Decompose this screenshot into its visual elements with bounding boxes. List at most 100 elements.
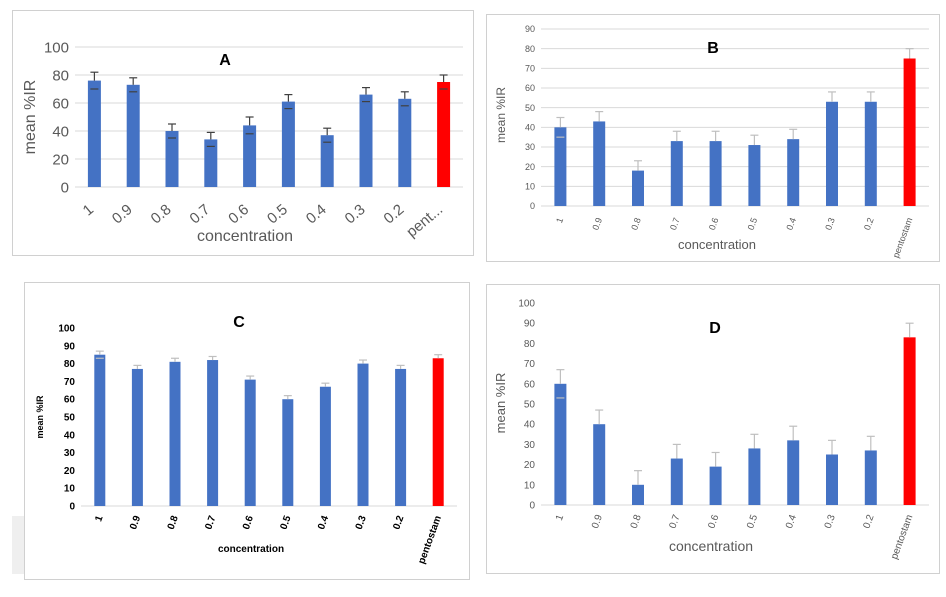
chart-b-svg: 0 10 20 30 40 50 60 70 80 90 1 0.9 0.8 0.7 0.6 0.5 0.4 0.… [494, 24, 929, 259]
chart-c-svg: 0 10 20 30 40 50 60 70 80 90 100 1 0.9 0.8 0.7 0.6 0.5 0.… [35, 314, 457, 566]
chart-a-bar [204, 139, 218, 187]
chart-c-category-label: 0.3 [354, 514, 369, 531]
chart-c-ylabel: mean %IR [35, 395, 45, 439]
chart-d-ytick-label: 30 [524, 440, 536, 451]
chart-panel-d: 0 10 20 30 40 50 60 70 80 90 100 1 0.9 0.8 0.7 0.6 0.5 0.… [486, 284, 940, 574]
chart-b-category-label: 0.2 [862, 216, 876, 231]
chart-d-ytick-label: 10 [524, 480, 536, 491]
chart-a-ytick-label: 80 [52, 67, 69, 84]
chart-a-category-label: 0.3 [342, 201, 369, 227]
chart-d-category-label: 0.8 [629, 513, 644, 530]
chart-a-bar [87, 80, 101, 187]
chart-a-category-label: 0.4 [303, 201, 330, 227]
chart-b-ytick-label: 40 [525, 122, 535, 132]
chart-a-bar [243, 125, 257, 187]
chart-d-category-label: 0.6 [706, 513, 721, 530]
chart-c-xlabel: concentration [218, 544, 284, 555]
chart-b-title: B [707, 40, 719, 57]
chart-d-category-label: 1 [554, 513, 566, 522]
chart-a-bar [126, 84, 140, 187]
chart-d-xlabel: concentration [669, 538, 753, 554]
chart-b-category-label: 0.5 [746, 216, 760, 231]
chart-d-ylabel: mean %IR [493, 373, 508, 434]
chart-c-bar [395, 368, 407, 506]
chart-d-bar [670, 458, 683, 505]
chart-c-ytick-label: 70 [64, 377, 76, 388]
chart-panel-c: 0 10 20 30 40 50 60 70 80 90 100 1 0.9 0.8 0.7 0.6 0.5 0.… [24, 282, 470, 580]
chart-c-ytick-label: 80 [64, 359, 76, 370]
chart-d-bar [787, 440, 800, 505]
chart-d-ytick-label: 60 [524, 379, 536, 390]
chart-b-category-label: pentostam [891, 216, 915, 259]
chart-d-bar [709, 466, 722, 505]
chart-c-category-label: 0.7 [203, 514, 218, 531]
chart-a-category-label: 0.7 [186, 201, 213, 227]
chart-a-category-label: 0.9 [109, 201, 136, 227]
chart-c-ytick-label: 100 [58, 324, 75, 335]
chart-b-bar [903, 58, 916, 206]
chart-b-bar [670, 141, 683, 206]
chart-b-category-label: 0.8 [629, 216, 643, 231]
chart-a-category-label: 1 [80, 201, 97, 219]
chart-b-bar [864, 101, 877, 206]
chart-c-bar [432, 358, 444, 506]
chart-b-category-label: 0.9 [590, 216, 604, 231]
chart-panel-b: 0 10 20 30 40 50 60 70 80 90 1 0.9 0.8 0.7 0.6 0.5 0.4 0.… [486, 14, 940, 262]
chart-b-bar [826, 101, 838, 206]
chart-d-svg: 0 10 20 30 40 50 60 70 80 90 100 1 0.9 0.8 0.7 0.6 0.5 0.… [493, 299, 929, 561]
chart-b-xlabel: concentration [678, 237, 756, 252]
chart-a-bar [398, 98, 412, 187]
chart-a-bar [165, 131, 179, 187]
chart-c-category-label: 0.2 [391, 514, 406, 531]
chart-b-category-label: 0.6 [707, 216, 721, 231]
chart-c-bar [357, 363, 369, 506]
chart-a-bar [320, 135, 334, 187]
chart-c-category-label: 0.5 [279, 514, 294, 531]
chart-b-ytick-label: 60 [525, 83, 535, 93]
chart-b-bar [632, 170, 644, 206]
chart-b-ytick-label: 90 [525, 24, 535, 34]
chart-d-category-label: 0.7 [668, 513, 683, 530]
chart-c-ytick-label: 0 [69, 502, 75, 513]
chart-c-bar [244, 379, 256, 506]
chart-a-title: A [219, 52, 231, 69]
chart-d-ytick-label: 20 [524, 460, 536, 471]
chart-a-ytick-label: 100 [44, 39, 69, 56]
chart-c-ytick-label: 20 [64, 466, 76, 477]
chart-d-category-label: 0.4 [784, 513, 799, 530]
chart-b-category-label: 0.4 [784, 216, 798, 231]
chart-b-bar [748, 145, 761, 206]
chart-b-bar [787, 139, 800, 206]
chart-a-category-label: 0.6 [225, 201, 252, 227]
chart-c-category-label: 0.8 [166, 514, 181, 531]
chart-b-ytick-label: 20 [525, 162, 535, 172]
chart-a-xlabel: concentration [197, 228, 293, 245]
chart-d-ytick-label: 40 [524, 420, 536, 431]
chart-a-category-label: 0.2 [380, 201, 407, 227]
chart-b-bar [593, 121, 606, 206]
chart-d-ytick-label: 0 [529, 501, 535, 512]
chart-c-bar [207, 360, 219, 506]
chart-c-ytick-label: 50 [64, 413, 76, 424]
chart-b-bar [709, 141, 722, 206]
chart-d-bar [903, 337, 916, 505]
chart-c-bar [282, 399, 294, 506]
chart-c-bar [131, 368, 143, 506]
chart-c-bar [319, 386, 331, 506]
chart-a-bar [437, 82, 451, 187]
chart-c-ytick-label: 90 [64, 341, 76, 352]
chart-b-ylabel: mean %IR [494, 87, 508, 143]
chart-b-ytick-label: 30 [525, 142, 535, 152]
chart-a-ylabel: mean %IR [22, 80, 39, 155]
chart-b-ytick-label: 50 [525, 103, 535, 113]
chart-a-bar [359, 94, 373, 187]
chart-d-bar [826, 454, 838, 505]
chart-d-category-label: 0.9 [590, 513, 605, 530]
chart-c-ytick-label: 60 [64, 395, 76, 406]
chart-a-ytick-label: 0 [61, 179, 69, 196]
chart-a-category-label: 0.5 [264, 201, 291, 227]
chart-d-category-label: 0.3 [823, 513, 838, 530]
chart-c-category-label: 0.9 [128, 514, 143, 531]
chart-b-ytick-label: 0 [530, 201, 535, 211]
chart-c-ytick-label: 10 [64, 484, 76, 495]
